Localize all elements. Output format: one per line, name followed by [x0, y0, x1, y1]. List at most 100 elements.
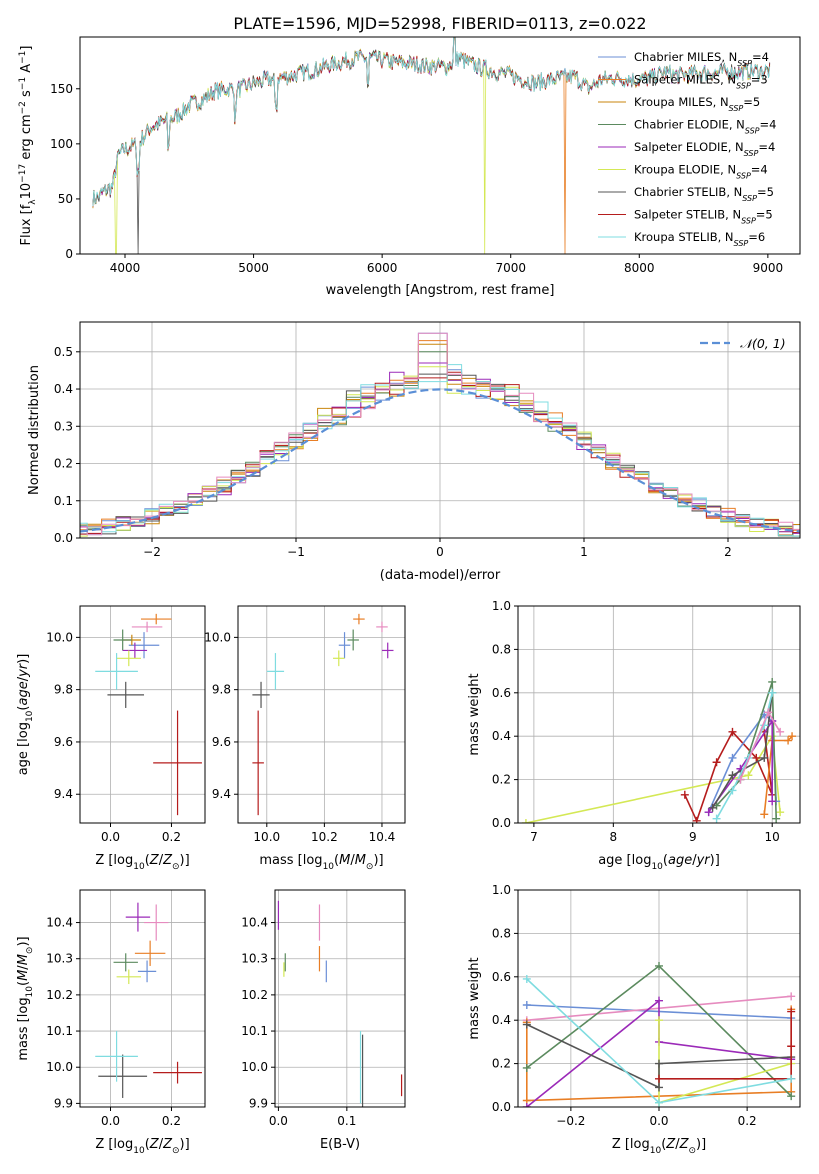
- weight-marker: [760, 810, 769, 819]
- weight-marker: [655, 961, 663, 970]
- x-tick-label: 0.0: [101, 830, 120, 844]
- y-tick-label: 0.0: [54, 531, 73, 545]
- x-tick-label: 5000: [238, 261, 269, 275]
- spectrum-axes: 4000 5000 6000 7000 8000 9000 0 50 100 150: [50, 82, 783, 275]
- weight_vs_Z-frame: [517, 889, 801, 1108]
- y-tick-label: 9.9: [54, 1096, 73, 1110]
- y-tick-label: 10.4: [241, 916, 268, 930]
- x-tick-label: 10.4: [369, 830, 396, 844]
- errorbar-salpeter-miles: [353, 613, 365, 625]
- y-tick-label: 0.2: [492, 773, 511, 787]
- y-tick-label: 0.0: [492, 816, 511, 830]
- errorbar-chabrier-miles: [137, 960, 157, 983]
- y-tick-label: 9.8: [212, 683, 231, 697]
- y-tick-label: 50: [58, 192, 73, 206]
- errorbar-chabrier-stelib: [107, 681, 145, 708]
- legend-entry: Salpeter MILES, NSSP=3: [634, 73, 768, 91]
- mass_vs_ebv-frame: [274, 889, 406, 1108]
- weight-marker: [764, 708, 773, 717]
- y-tick-label: 0.5: [54, 345, 73, 359]
- weight-line-salpeter-elodie: [707, 718, 773, 813]
- y-tick-label: 9.8: [54, 683, 73, 697]
- weight-marker: [752, 753, 761, 762]
- x-tick-label: 10: [765, 830, 780, 844]
- y-tick-label: 0.2: [54, 457, 73, 471]
- weight_vs_Z-ylabel: mass weight: [467, 957, 482, 1039]
- y-tick-label: 100: [50, 137, 73, 151]
- spectrum-xlabel: wavelength [Angstrom, rest frame]: [326, 283, 555, 298]
- x-tick-label: −2: [143, 545, 161, 559]
- weight-marker: [776, 727, 785, 736]
- weight-marker: [655, 1059, 663, 1068]
- residuals-axes: −2 −1 0 1 2 0.0 0.1 0.2 0.3 0.4 0.5: [54, 322, 800, 559]
- y-tick-label: 0.6: [492, 686, 511, 700]
- errorbar-kroupa-elodie: [116, 969, 141, 985]
- errorbar-chabrier-stelib: [98, 1054, 148, 1098]
- x-tick-label: 0.2: [738, 1114, 757, 1128]
- weight-marker: [787, 1074, 796, 1083]
- weight-marker: [728, 771, 737, 780]
- x-tick-label: 9000: [753, 261, 784, 275]
- weight-marker: [744, 771, 753, 780]
- y-tick-label: 9.6: [54, 735, 73, 749]
- mass_vs_ebv-axes: 0.0 0.1 9.9 10.0 10.1 10.2 10.3 10.4: [241, 890, 405, 1128]
- weight-marker: [788, 732, 797, 741]
- age-mass-xlabel: mass [log10(M/M⊙)]: [259, 853, 383, 872]
- weight-marker: [522, 1020, 531, 1029]
- age_vs_Z-axes: 0.0 0.2 9.4 9.6 9.8 10.0: [46, 606, 205, 844]
- errorbar-salpeter-elodie: [381, 642, 394, 659]
- x-tick-label: 2: [724, 545, 732, 559]
- weight-marker: [784, 736, 793, 745]
- weight-marker: [768, 677, 777, 686]
- weight-line-kroupa-elodie: [525, 733, 781, 823]
- errorbar-chabrier-elodie: [113, 629, 132, 651]
- y-tick-label: 9.4: [54, 787, 73, 801]
- y-tick-label: 0.4: [492, 1013, 511, 1027]
- weight-marker: [787, 992, 796, 1001]
- weight-marker: [655, 1074, 663, 1083]
- x-tick-label: 10.0: [253, 830, 280, 844]
- age_vs_mass-axes: 10.0 10.2 10.4 9.4 9.6 9.8 10.0: [204, 606, 405, 844]
- x-tick-label: 6000: [367, 261, 398, 275]
- weight-line-salpeter-miles: [763, 735, 793, 815]
- weight-marker: [787, 1092, 796, 1101]
- y-tick-label: 10.0: [241, 1060, 268, 1074]
- y-tick-label: 10.2: [46, 988, 73, 1002]
- weight-marker: [768, 688, 777, 697]
- age-z-ylabel: age [log10(age/yr)]: [16, 654, 35, 776]
- legend-entry: Chabrier MILES, NSSP=4: [634, 50, 769, 68]
- weight_vs_age-frame: [517, 605, 801, 824]
- weight-marker: [728, 786, 737, 795]
- age-z-xlabel: Z [log10(Z/Z⊙)]: [95, 853, 189, 872]
- x-tick-label: 0.2: [162, 1114, 181, 1128]
- weight-marker: [768, 797, 777, 806]
- weight-marker: [655, 1083, 663, 1092]
- weight-marker: [704, 808, 713, 817]
- x-tick-label: 1: [580, 545, 588, 559]
- legend-entry: Chabrier STELIB, NSSP=5: [634, 185, 774, 203]
- y-tick-label: 10.1: [241, 1024, 268, 1038]
- x-tick-label: 10.2: [311, 830, 338, 844]
- errorbar-salpeter-miles: [134, 940, 166, 966]
- x-tick-label: 0.0: [649, 1114, 668, 1128]
- x-tick-label: 0: [436, 545, 444, 559]
- histogram-extra_pink: [80, 332, 800, 536]
- y-tick-label: 10.3: [46, 952, 73, 966]
- weight-marker: [728, 753, 737, 762]
- x-tick-label: 4000: [110, 261, 141, 275]
- y-tick-label: 150: [50, 82, 73, 96]
- mass_vs_Z-frame: [79, 889, 206, 1108]
- y-tick-label: 10.2: [241, 988, 268, 1002]
- weight-marker: [522, 974, 531, 983]
- legend-entry: Salpeter STELIB, NSSP=5: [634, 208, 773, 226]
- y-tick-label: 0.8: [492, 926, 511, 940]
- errorbar-salpeter-stelib: [252, 710, 264, 816]
- weight-marker: [712, 814, 721, 823]
- weight-marker: [787, 1042, 796, 1051]
- y-tick-label: 10.1: [46, 1024, 73, 1038]
- y-tick-label: 0.2: [492, 1057, 511, 1071]
- y-tick-label: 9.6: [212, 735, 231, 749]
- y-tick-label: 0.4: [492, 729, 511, 743]
- errorbar-kroupa-stelib: [95, 653, 138, 690]
